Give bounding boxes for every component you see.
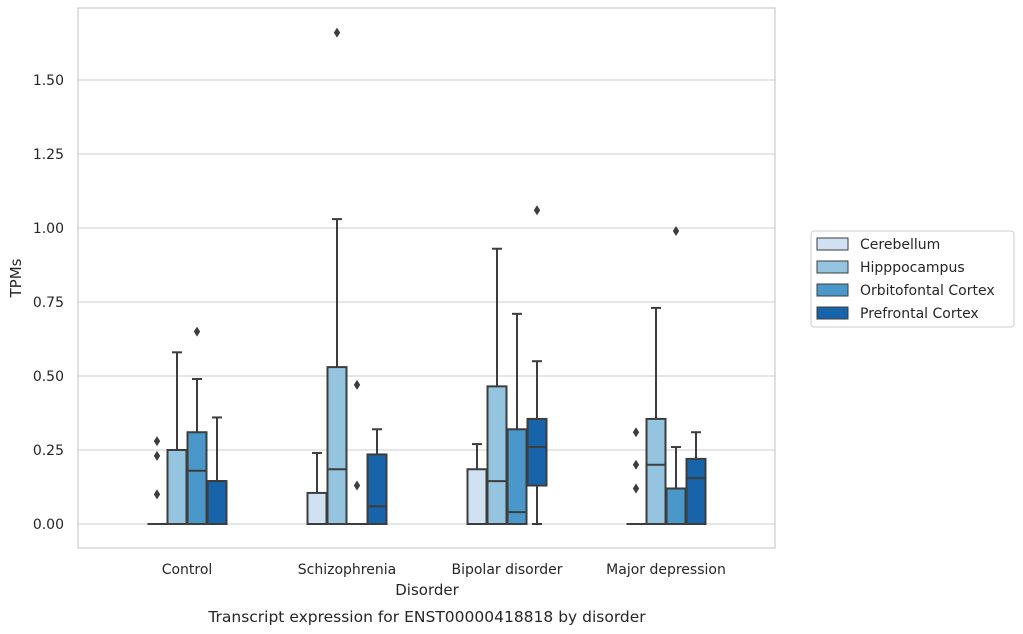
box-hipppocampus xyxy=(166,351,188,525)
outlier-point xyxy=(153,450,161,461)
box-prefrontal-cortex xyxy=(366,428,388,525)
box-body xyxy=(466,468,488,525)
y-tick-label: 0.25 xyxy=(33,443,64,459)
box-body xyxy=(186,431,208,525)
outlier-point xyxy=(632,483,640,494)
box-body xyxy=(206,480,228,525)
y-tick-label: 1.25 xyxy=(33,147,64,163)
x-tick-label: Major depression xyxy=(606,562,726,578)
box-body xyxy=(685,457,707,526)
y-axis-label: TPMs xyxy=(7,258,25,298)
box-series xyxy=(147,27,707,526)
outlier-point xyxy=(333,27,341,38)
box-body xyxy=(526,417,548,487)
box-hipppocampus xyxy=(645,306,667,526)
outlier-point xyxy=(153,436,161,447)
box-prefrontal-cortex xyxy=(206,416,228,525)
legend-swatch xyxy=(816,283,849,297)
outlier-point xyxy=(672,225,680,236)
box-orbitofontal-cortex xyxy=(186,326,208,525)
legend-label: Orbitofontal Cortex xyxy=(860,283,995,299)
y-tick-label: 0.75 xyxy=(33,295,64,311)
outlier-point xyxy=(153,489,161,500)
box-body xyxy=(166,449,188,525)
legend-swatch xyxy=(816,237,849,251)
box-body xyxy=(665,487,687,526)
legend-label: Prefrontal Cortex xyxy=(860,306,979,322)
box-body xyxy=(326,366,348,525)
legend-swatch xyxy=(816,306,849,320)
box-prefrontal-cortex xyxy=(685,431,707,526)
box-cerebellum xyxy=(147,436,167,525)
figure-caption: Transcript expression for ENST0000041881… xyxy=(207,608,646,626)
outlier-point xyxy=(632,427,640,438)
y-tick-label: 1.00 xyxy=(33,221,64,237)
x-tick-labels: Control Schizophrenia Bipolar disorder Majo… xyxy=(162,562,726,578)
legend-label: Cerebellum xyxy=(860,237,940,253)
legend-frame xyxy=(810,230,1015,328)
box-hipppocampus xyxy=(486,247,508,525)
y-tick-labels: 0.00 0.25 0.50 0.75 1.00 1.25 1.50 xyxy=(33,73,64,533)
outlier-point xyxy=(632,459,640,470)
box-body xyxy=(306,491,328,526)
box-orbitofontal-cortex xyxy=(506,312,528,525)
box-hipppocampus xyxy=(326,27,348,525)
outlier-point xyxy=(533,205,541,216)
box-orbitofontal-cortex xyxy=(347,379,367,525)
legend-label: Hipppocampus xyxy=(860,260,965,276)
box-cerebellum xyxy=(306,451,328,526)
box-body xyxy=(486,385,508,525)
outlier-point xyxy=(353,379,361,390)
y-tick-label: 0.00 xyxy=(33,517,64,533)
box-cerebellum xyxy=(626,427,646,525)
outlier-point xyxy=(193,326,201,337)
y-tick-label: 0.50 xyxy=(33,369,64,385)
plot-frame xyxy=(77,7,776,549)
box-body xyxy=(366,453,388,525)
box-cerebellum xyxy=(466,443,488,525)
outlier-point xyxy=(353,480,361,491)
box-body xyxy=(645,417,667,526)
legend-swatch xyxy=(816,260,849,274)
legend: Cerebellum Hipppocampus Orbitofontal Corte… xyxy=(810,230,1015,328)
box-prefrontal-cortex xyxy=(526,205,548,525)
y-tick-label: 1.50 xyxy=(33,73,64,89)
x-tick-label: Bipolar disorder xyxy=(451,562,562,578)
box-body xyxy=(506,428,528,525)
x-tick-label: Schizophrenia xyxy=(298,562,396,578)
box-orbitofontal-cortex xyxy=(665,225,687,526)
x-tick-label: Control xyxy=(162,562,213,578)
x-axis-label: Disorder xyxy=(395,581,459,599)
